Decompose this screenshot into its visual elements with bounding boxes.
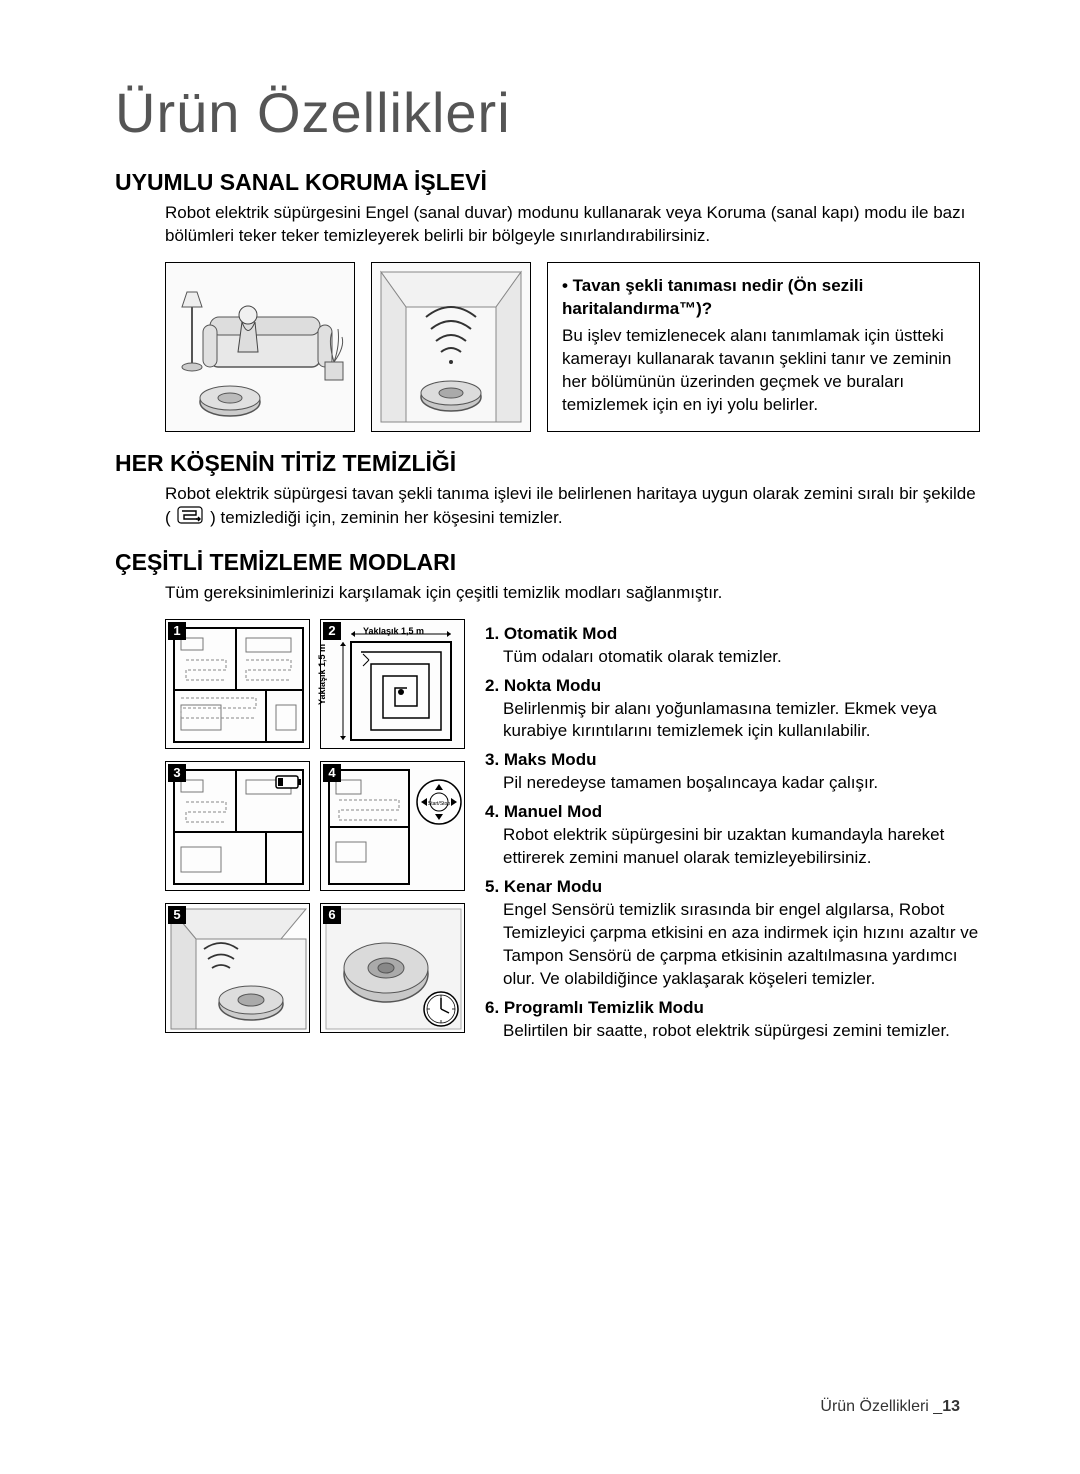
section1-figrow: • Tavan şekli tanıması nedir (Ön sezili … [165,262,980,432]
fig-livingroom [165,262,355,432]
dim-v: Yaklaşık 1,5 m [317,644,327,705]
mode-num-6: 6 [323,906,341,924]
section2-body: Robot elektrik süpürgesi tavan şekli tan… [165,483,980,531]
section2-heading: HER KÖŞENİN TİTİZ TEMİZLİĞİ [115,450,980,477]
mode6-desc: Belirtilen bir saatte, robot elektrik sü… [503,1020,980,1043]
mode-num-4: 4 [323,764,341,782]
mode-num-5: 5 [168,906,186,924]
section2-body-b: ) temizlediği için, zeminin her köşesini… [210,508,562,527]
mode1-title: 1. Otomatik Mod [485,623,980,646]
mode5-title: 5. Kenar Modu [485,876,980,899]
mode1-desc: Tüm odaları otomatik olarak temizler. [503,646,980,669]
footer-label: Ürün Özellikleri _ [820,1398,942,1415]
section1-body: Robot elektrik süpürgesini Engel (sanal … [165,202,980,248]
fig-ceiling-scan [371,262,531,432]
footer: Ürün Özellikleri _13 [820,1398,960,1416]
mode-fig-6: 6 [320,903,465,1033]
mode6-title: 6. Programlı Temizlik Modu [485,997,980,1020]
svg-text:Start/Stop: Start/Stop [428,801,450,807]
info-body: Bu işlev temizlenecek alanı tanımlamak i… [562,325,965,417]
footer-page: 13 [942,1398,960,1415]
mode-fig-5: 5 [165,903,310,1033]
mode5-desc: Engel Sensörü temizlik sırasında bir eng… [503,899,980,991]
mode3-desc: Pil neredeyse tamamen boşalıncaya kadar … [503,772,980,795]
mode-fig-1: 1 [165,619,310,749]
modes-row: 1 2 Yaklaşık 1,5 m [165,619,980,1049]
mode4-desc: Robot elektrik süpürgesini bir uzaktan k… [503,824,980,870]
modes-text: 1. Otomatik Mod Tüm odaları otomatik ola… [485,619,980,1049]
mode-num-3: 3 [168,764,186,782]
mode-fig-4: 4 Start/Stop [320,761,465,891]
mode-fig-3: 3 [165,761,310,891]
zigzag-icon [177,506,203,531]
mode2-title: 2. Nokta Modu [485,675,980,698]
mode-num-2: 2 [323,622,341,640]
mode4-title: 4. Manuel Mod [485,801,980,824]
section1-infobox: • Tavan şekli tanıması nedir (Ön sezili … [547,262,980,432]
mode-num-1: 1 [168,622,186,640]
section3-intro: Tüm gereksinimlerinizi karşılamak için ç… [165,582,980,605]
page-title: Ürün Özellikleri [115,80,980,145]
dim-h: Yaklaşık 1,5 m [363,626,424,636]
mode-fig-2: 2 Yaklaşık 1,5 m Yaklaşık 1,5 m [320,619,465,749]
info-title: • Tavan şekli tanıması nedir (Ön sezili … [562,275,965,321]
modes-figs: 1 2 Yaklaşık 1,5 m [165,619,465,1049]
mode3-title: 3. Maks Modu [485,749,980,772]
mode2-desc: Belirlenmiş bir alanı yoğunlamasına temi… [503,698,980,744]
section1-heading: UYUMLU SANAL KORUMA İŞLEVİ [115,169,980,196]
section3-heading: ÇEŞİTLİ TEMİZLEME MODLARI [115,549,980,576]
